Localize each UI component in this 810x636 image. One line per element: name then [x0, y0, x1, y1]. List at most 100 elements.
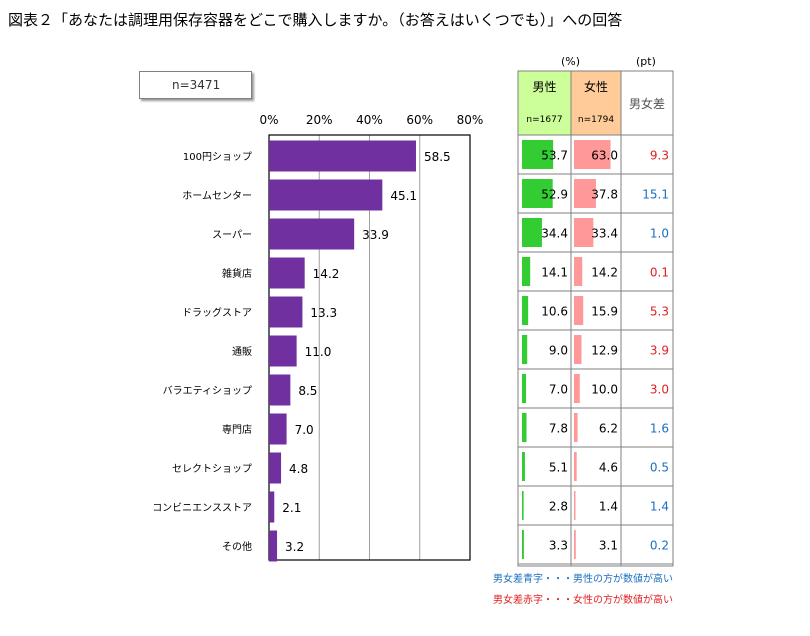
male-value: 7.0 [549, 383, 568, 397]
bar [269, 374, 291, 406]
bar [269, 335, 297, 367]
bar [269, 140, 416, 172]
male-value: 14.1 [541, 266, 568, 280]
data-label: 3.2 [285, 540, 304, 554]
diff-value: 1.0 [650, 227, 669, 241]
male-sample-size: n=1677 [526, 115, 562, 125]
male-value: 52.9 [541, 188, 568, 202]
category-label: 専門店 [222, 423, 252, 436]
unit-percent: (%) [561, 55, 581, 68]
data-label: 33.9 [362, 228, 389, 242]
female-bar [574, 374, 580, 403]
male-bar [522, 296, 529, 325]
male-bar [522, 218, 542, 247]
data-label: 4.8 [289, 462, 308, 476]
male-bar [522, 530, 524, 559]
data-label: 14.2 [313, 267, 340, 281]
diff-value: 5.3 [650, 305, 669, 319]
x-tick-label: 60% [406, 113, 433, 127]
x-tick-label: 40% [356, 113, 383, 127]
diff-value: 0.5 [650, 461, 669, 475]
male-value: 10.6 [541, 305, 568, 319]
category-label: 雑貨店 [222, 267, 252, 280]
diff-value: 9.3 [650, 149, 669, 163]
x-tick-label: 20% [306, 113, 333, 127]
female-value: 14.2 [591, 266, 618, 280]
male-header: 男性 [532, 80, 556, 94]
diff-value: 3.9 [650, 344, 669, 358]
data-label: 8.5 [298, 384, 317, 398]
category-label: スーパー [212, 229, 252, 241]
x-tick-label: 80% [457, 113, 484, 127]
female-sample-size: n=1794 [578, 115, 614, 125]
table-frame [517, 70, 674, 567]
female-bar [574, 179, 596, 208]
bar [269, 257, 305, 289]
female-value: 4.6 [599, 461, 618, 475]
male-header-cell [518, 71, 571, 135]
category-label: ホームセンター [182, 190, 252, 202]
bar [269, 179, 383, 211]
chart-title: 図表２「あなたは調理用保存容器をどこで購入しますか。（お答えはいくつでも）」への… [8, 11, 623, 29]
diff-value: 1.6 [650, 422, 669, 436]
diff-value: 1.4 [650, 500, 669, 514]
male-value: 9.0 [549, 344, 568, 358]
male-value: 5.1 [549, 461, 568, 475]
female-value: 12.9 [591, 344, 618, 358]
female-bar [574, 257, 583, 286]
female-value: 33.4 [591, 227, 618, 241]
category-label: バラエティショップ [163, 385, 252, 397]
male-bar [522, 179, 553, 208]
category-label: コンビニエンスストア [152, 502, 252, 514]
female-value: 1.4 [599, 500, 618, 514]
diff-value: 0.2 [650, 539, 669, 553]
diff-value: 3.0 [650, 383, 669, 397]
female-value: 15.9 [591, 305, 618, 319]
bar [269, 530, 278, 562]
female-value: 63.0 [591, 149, 618, 163]
female-header-cell [571, 71, 621, 135]
x-tick-label: 0% [259, 113, 278, 127]
male-bar [522, 335, 528, 364]
data-label: 45.1 [390, 189, 417, 203]
unit-pt: (pt) [636, 55, 656, 68]
sample-size-box: n=3471 [139, 71, 252, 99]
female-bar [574, 491, 576, 520]
male-value: 34.4 [541, 227, 568, 241]
female-header: 女性 [584, 79, 608, 94]
note-red: 男女差赤字・・・女性の方が数値が高い [493, 595, 673, 606]
diff-value: 0.1 [650, 266, 669, 280]
bar [269, 452, 282, 484]
diff-header: 男女差 [629, 96, 665, 111]
male-value: 2.8 [549, 500, 568, 514]
data-label: 58.5 [424, 150, 451, 164]
female-bar [574, 452, 577, 481]
bar [269, 491, 275, 523]
category-label: その他 [222, 540, 252, 553]
bar [269, 296, 303, 328]
diff-value: 15.1 [642, 188, 669, 202]
female-value: 10.0 [591, 383, 618, 397]
male-value: 3.3 [549, 539, 568, 553]
female-bar [574, 335, 582, 364]
data-label: 2.1 [282, 501, 301, 515]
female-value: 37.8 [591, 188, 618, 202]
male-value: 7.8 [549, 422, 568, 436]
bar [269, 218, 355, 250]
male-value: 53.7 [541, 149, 568, 163]
male-bar [522, 452, 525, 481]
female-bar [574, 530, 576, 559]
male-bar [522, 140, 554, 169]
female-bar [574, 296, 584, 325]
male-bar [522, 413, 527, 442]
category-label: 通販 [232, 346, 252, 358]
data-label: 11.0 [305, 345, 332, 359]
female-bar [574, 140, 611, 169]
female-bar [574, 413, 578, 442]
category-label: セレクトショップ [172, 463, 252, 475]
male-bar [522, 374, 527, 403]
female-bar [574, 218, 594, 247]
female-value: 6.2 [599, 422, 618, 436]
data-label: 7.0 [295, 423, 314, 437]
